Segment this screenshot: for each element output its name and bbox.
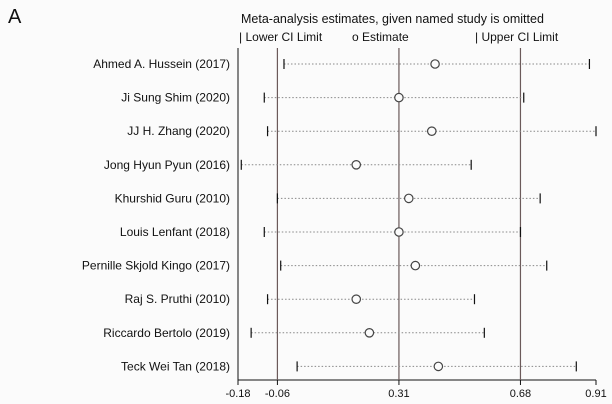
legend-label-upper: Upper CI Limit [481, 30, 559, 44]
estimate-point-5 [394, 227, 404, 237]
x-tick-label-4: 0.91 [585, 388, 606, 400]
x-tick-label-3: 0.68 [510, 388, 531, 400]
x-tick-label-1: -0.06 [265, 388, 290, 400]
chart-title: Meta-analysis estimates, given named stu… [241, 12, 544, 26]
legend-item-estimate: o Estimate [352, 30, 409, 44]
lower-ci-marker-icon: | [239, 30, 243, 44]
legend-label-estimate: Estimate [362, 30, 409, 44]
study-label-9: Teck Wei Tan (2018) [121, 359, 230, 373]
upper-ci-marker-icon: | [475, 30, 479, 44]
estimate-point-3 [351, 160, 362, 170]
legend-item-lower: | Lower CI Limit [239, 30, 322, 44]
x-tick-label-0: -0.18 [225, 388, 250, 400]
study-label-0: Ahmed A. Hussein (2017) [93, 57, 230, 71]
study-label-8: Riccardo Bertolo (2019) [103, 326, 230, 340]
estimate-point-9 [433, 361, 444, 372]
estimate-point-0 [430, 59, 440, 69]
x-tick-label-2: 0.31 [388, 388, 409, 400]
study-label-2: JJ H. Zhang (2020) [127, 124, 230, 138]
study-label-6: Pernille Skjold Kingo (2017) [82, 259, 230, 273]
estimate-point-8 [364, 327, 375, 338]
study-label-1: Ji Sung Shim (2020) [121, 91, 230, 105]
study-label-5: Louis Lenfant (2018) [120, 225, 230, 239]
estimate-point-1 [394, 92, 404, 103]
estimate-point-7 [351, 294, 362, 304]
panel-letter: A [8, 6, 22, 28]
study-label-3: Jong Hyun Pyun (2016) [104, 158, 230, 172]
legend-label-lower: Lower CI Limit [245, 30, 323, 44]
estimate-marker-icon: o [352, 30, 359, 44]
study-label-7: Raj S. Pruthi (2010) [125, 292, 230, 306]
study-label-4: Khurshid Guru (2010) [115, 191, 230, 205]
legend-item-upper: | Upper CI Limit [475, 30, 558, 44]
estimate-point-4 [403, 193, 414, 204]
estimate-point-6 [410, 260, 421, 271]
estimate-point-2 [426, 126, 437, 136]
